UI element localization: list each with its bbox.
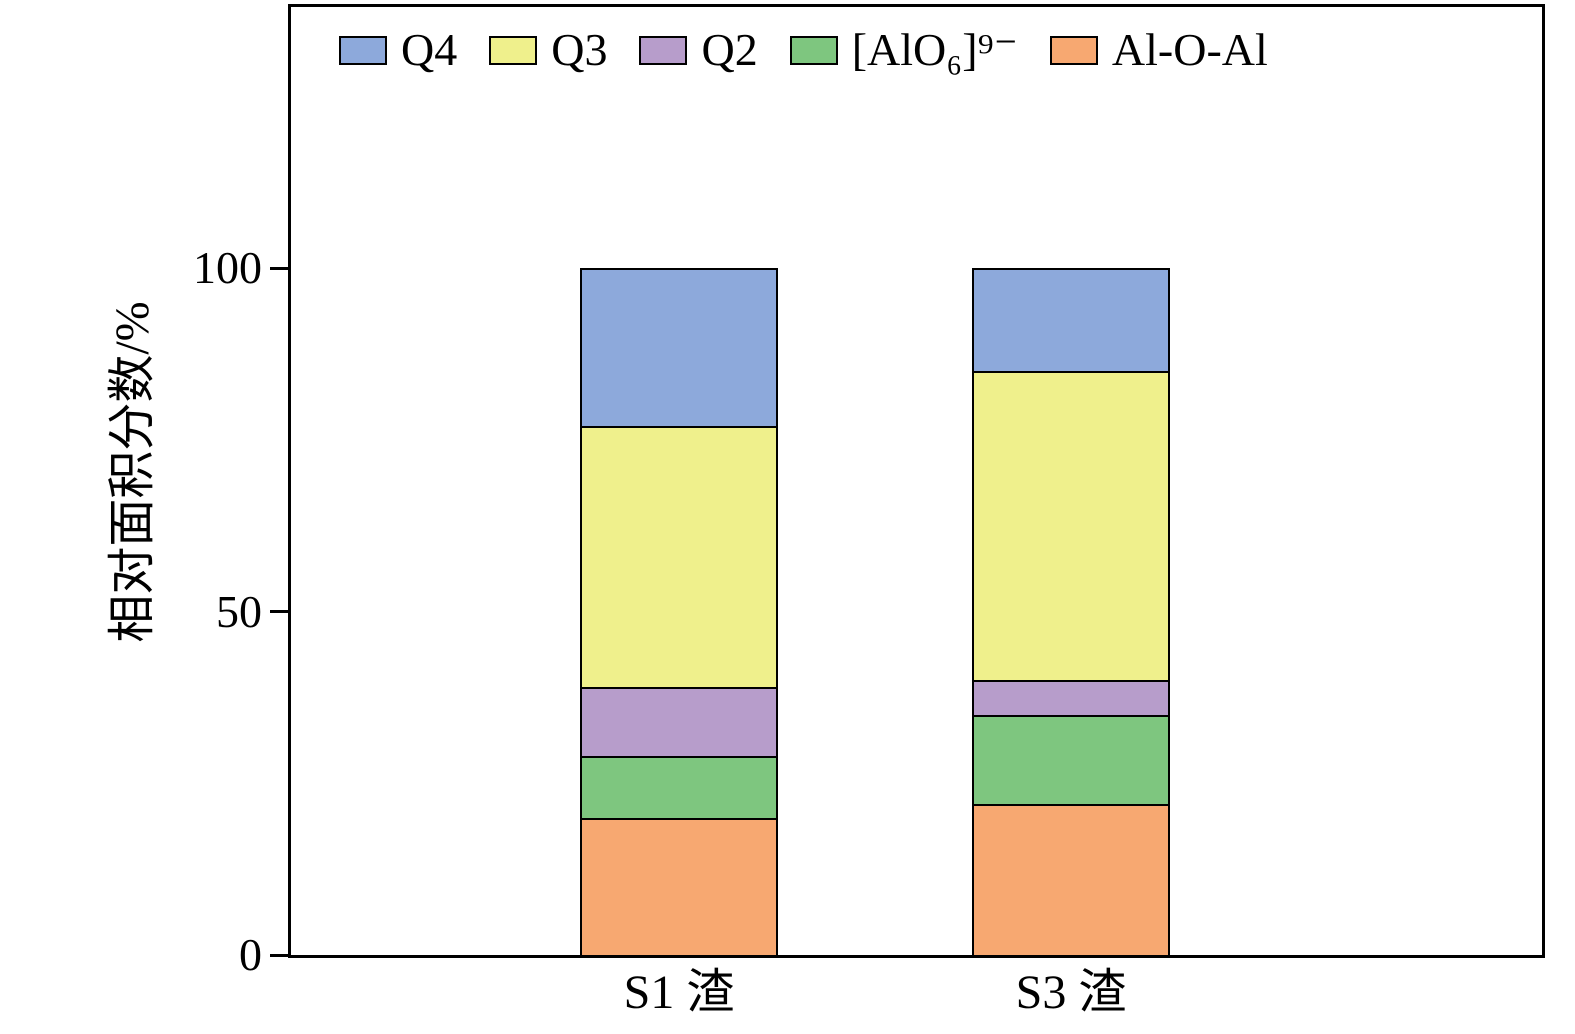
- legend-item: Q4: [339, 27, 457, 73]
- bar-segment-q4: [972, 268, 1170, 372]
- y-tick-mark: [270, 266, 288, 270]
- legend-label: Q3: [551, 24, 608, 75]
- bar-segment-q3: [972, 371, 1170, 681]
- y-tick-mark: [270, 610, 288, 614]
- bar-segment-alo: [580, 755, 778, 818]
- legend-item: Al-O-Al: [1049, 24, 1268, 75]
- legend-swatch: [1049, 35, 1098, 65]
- bar-segment-q3: [580, 426, 778, 688]
- bar-segment-q4: [580, 268, 778, 427]
- legend: Q4 Q3 Q2 [AlO₆]⁹⁻ Al-O-Al: [339, 27, 1268, 73]
- legend-item: [AlO₆]⁹⁻: [789, 24, 1018, 75]
- legend-swatch: [339, 35, 387, 65]
- legend-item: Q2: [639, 24, 758, 75]
- x-tick-label: S3 渣: [1015, 966, 1127, 1019]
- bar-2: [972, 7, 1170, 955]
- legend-label: Q4: [401, 24, 458, 75]
- x-tick-label: S1 渣: [623, 966, 735, 1019]
- legend-label: Al-O-Al: [1111, 24, 1268, 75]
- y-tick-mark: [270, 953, 288, 957]
- bar-segment-alo: [972, 714, 1170, 804]
- legend-swatch: [489, 35, 538, 65]
- y-tick-label: 50: [216, 585, 262, 637]
- legend-label: [AlO₆]⁹⁻: [851, 24, 1018, 75]
- plot-area: Q4 Q3 Q2 [AlO₆]⁹⁻ Al-O-Al: [288, 4, 1545, 958]
- y-tick-label: 0: [239, 929, 262, 980]
- bar-1: [580, 7, 778, 955]
- bar-segment-aloal: [972, 803, 1170, 955]
- legend-swatch: [639, 35, 688, 65]
- bar-segment-aloal: [580, 817, 778, 955]
- bar-segment-q2: [972, 680, 1170, 715]
- legend-swatch: [789, 35, 838, 65]
- y-tick-label: 100: [193, 242, 262, 294]
- legend-label: Q2: [701, 24, 758, 75]
- legend-item: Q3: [489, 27, 607, 73]
- bar-segment-q2: [580, 687, 778, 756]
